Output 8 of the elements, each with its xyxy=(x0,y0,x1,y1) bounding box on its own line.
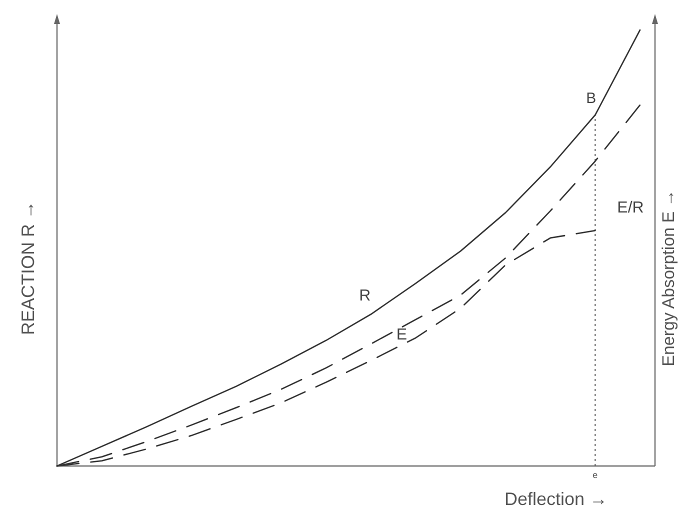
x-axis-title: Deflection → xyxy=(504,489,608,509)
text: e xyxy=(592,470,598,480)
y2-axis-title: Energy Absorption E → xyxy=(659,190,678,366)
annotation: B xyxy=(586,90,596,108)
series-label: R xyxy=(359,287,371,304)
series-label: E/R xyxy=(617,200,644,217)
y-axis-title: REACTION R → xyxy=(18,200,38,336)
series-label: E xyxy=(396,326,408,344)
